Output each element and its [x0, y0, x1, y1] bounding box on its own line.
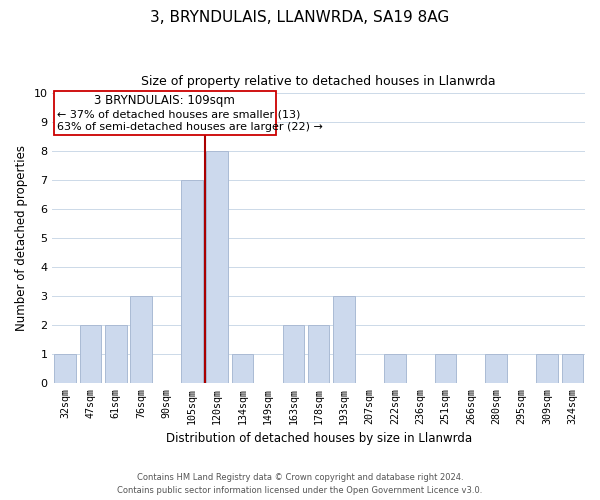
Bar — [105, 325, 127, 383]
Bar — [80, 325, 101, 383]
Bar — [384, 354, 406, 383]
Bar — [283, 325, 304, 383]
Bar — [485, 354, 507, 383]
Text: 3 BRYNDULAIS: 109sqm: 3 BRYNDULAIS: 109sqm — [94, 94, 235, 107]
Bar — [55, 354, 76, 383]
Y-axis label: Number of detached properties: Number of detached properties — [15, 145, 28, 331]
Bar — [435, 354, 456, 383]
Bar — [308, 325, 329, 383]
Text: ← 37% of detached houses are smaller (13): ← 37% of detached houses are smaller (13… — [58, 110, 301, 120]
Bar — [536, 354, 558, 383]
Bar — [53, 91, 275, 136]
Bar — [232, 354, 253, 383]
Bar — [562, 354, 583, 383]
Bar — [130, 296, 152, 383]
Title: Size of property relative to detached houses in Llanwrda: Size of property relative to detached ho… — [142, 75, 496, 88]
X-axis label: Distribution of detached houses by size in Llanwrda: Distribution of detached houses by size … — [166, 432, 472, 445]
Text: 3, BRYNDULAIS, LLANWRDA, SA19 8AG: 3, BRYNDULAIS, LLANWRDA, SA19 8AG — [151, 10, 449, 25]
Text: Contains HM Land Registry data © Crown copyright and database right 2024.
Contai: Contains HM Land Registry data © Crown c… — [118, 473, 482, 495]
Text: 63% of semi-detached houses are larger (22) →: 63% of semi-detached houses are larger (… — [58, 122, 323, 132]
Bar — [181, 180, 203, 383]
Bar — [333, 296, 355, 383]
Bar — [206, 151, 228, 383]
